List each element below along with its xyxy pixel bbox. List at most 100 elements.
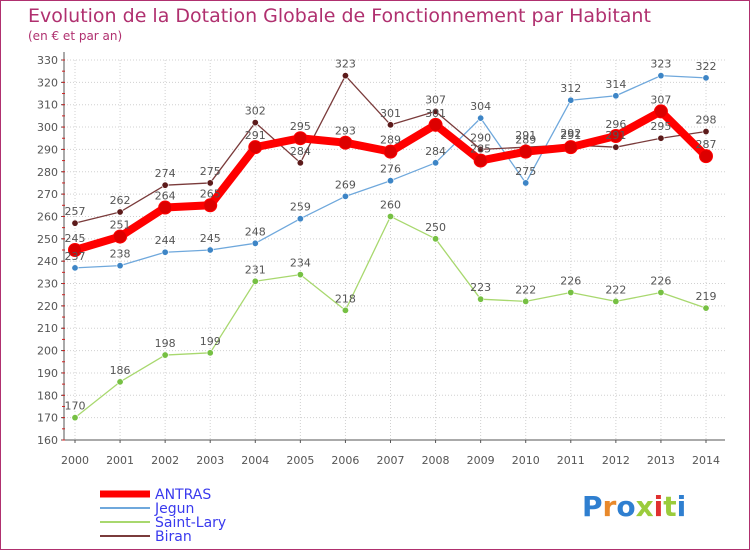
data-label-biran: 291 bbox=[605, 129, 626, 142]
x-tick-label: 2009 bbox=[467, 454, 495, 467]
data-point-antras bbox=[293, 131, 308, 146]
data-label-biran: 307 bbox=[425, 93, 446, 106]
data-point-antras bbox=[383, 144, 398, 159]
data-label-biran: 298 bbox=[696, 114, 717, 127]
data-point-antras bbox=[158, 200, 173, 215]
data-point-jegun bbox=[116, 262, 124, 270]
y-tick-label: 240 bbox=[37, 255, 58, 268]
data-point-saint-lary bbox=[116, 378, 124, 386]
data-label-antras: 296 bbox=[605, 118, 626, 131]
x-tick-label: 2006 bbox=[331, 454, 359, 467]
data-label-saint-lary: 226 bbox=[560, 274, 581, 287]
data-label-saint-lary: 231 bbox=[245, 263, 266, 276]
x-tick-label: 2001 bbox=[106, 454, 134, 467]
data-label-antras: 291 bbox=[560, 129, 581, 142]
data-point-jegun bbox=[251, 239, 259, 247]
data-label-jegun: 244 bbox=[155, 234, 176, 247]
data-label-saint-lary: 219 bbox=[696, 290, 717, 303]
data-label-biran: 290 bbox=[470, 131, 491, 144]
data-label-jegun: 304 bbox=[470, 100, 491, 113]
data-label-saint-lary: 186 bbox=[110, 364, 131, 377]
data-point-antras bbox=[113, 229, 128, 244]
data-point-jegun bbox=[296, 215, 304, 223]
data-label-saint-lary: 260 bbox=[380, 198, 401, 211]
data-label-jegun: 248 bbox=[245, 225, 266, 238]
data-label-saint-lary: 226 bbox=[650, 274, 671, 287]
data-label-antras: 291 bbox=[245, 129, 266, 142]
data-point-saint-lary bbox=[522, 297, 530, 305]
data-label-jegun: 276 bbox=[380, 163, 401, 176]
logo-letter: i bbox=[654, 490, 664, 523]
chart-subtitle: (en € et par an) bbox=[28, 29, 122, 43]
data-point-biran bbox=[296, 159, 304, 167]
data-label-jegun: 322 bbox=[696, 60, 717, 73]
data-point-saint-lary bbox=[612, 297, 620, 305]
data-label-biran: 262 bbox=[110, 194, 131, 207]
data-label-biran: 301 bbox=[380, 107, 401, 120]
data-label-antras: 301 bbox=[425, 107, 446, 120]
data-label-biran: 292 bbox=[560, 127, 581, 140]
data-point-jegun bbox=[702, 74, 710, 82]
data-point-biran bbox=[116, 208, 124, 216]
legend-label-antras: ANTRAS bbox=[155, 487, 211, 503]
data-label-saint-lary: 198 bbox=[155, 337, 176, 350]
logo-text: Proxiti bbox=[582, 490, 686, 523]
data-point-jegun bbox=[657, 72, 665, 80]
data-label-biran: 323 bbox=[335, 58, 356, 71]
x-tick-label: 2014 bbox=[692, 454, 720, 467]
data-point-antras bbox=[338, 135, 353, 150]
data-label-antras: 287 bbox=[696, 138, 717, 151]
data-point-antras bbox=[68, 243, 82, 257]
y-tick-label: 260 bbox=[37, 210, 58, 223]
data-label-saint-lary: 170 bbox=[65, 400, 86, 413]
y-tick-label: 170 bbox=[37, 412, 58, 425]
data-point-saint-lary bbox=[432, 235, 440, 243]
y-tick-label: 310 bbox=[37, 99, 58, 112]
x-tick-label: 2011 bbox=[557, 454, 585, 467]
data-point-biran bbox=[161, 181, 169, 189]
data-point-jegun bbox=[522, 179, 530, 187]
data-label-jegun: 284 bbox=[425, 145, 446, 158]
data-point-biran bbox=[612, 143, 620, 151]
data-label-biran: 284 bbox=[290, 145, 311, 158]
data-point-jegun bbox=[161, 248, 169, 256]
data-label-saint-lary: 222 bbox=[605, 283, 626, 296]
data-point-saint-lary bbox=[251, 277, 259, 285]
x-tick-label: 2003 bbox=[196, 454, 224, 467]
y-tick-label: 160 bbox=[37, 434, 58, 447]
proxiti-logo: Proxiti bbox=[582, 490, 686, 523]
logo-letter: o bbox=[616, 490, 635, 523]
logo-letter: P bbox=[582, 490, 603, 523]
y-tick-label: 300 bbox=[37, 121, 58, 134]
logo-letter: i bbox=[677, 490, 687, 523]
axis-layer: 160 170 180 190 200 210 220 230 240 250 260 270 280 2… bbox=[37, 52, 725, 467]
data-point-saint-lary bbox=[206, 349, 214, 357]
y-tick-label: 180 bbox=[37, 389, 58, 402]
data-label-saint-lary: 222 bbox=[515, 283, 536, 296]
data-label-jegun: 275 bbox=[515, 165, 536, 178]
data-label-layer: 237 238 244 245 248 259 269 276 284 304 275 312 314 3… bbox=[65, 58, 717, 413]
data-label-antras: 307 bbox=[650, 93, 671, 106]
data-point-saint-lary bbox=[296, 271, 304, 279]
data-point-antras bbox=[248, 140, 263, 155]
logo-letter: t bbox=[663, 490, 676, 523]
data-point-jegun bbox=[567, 96, 575, 104]
data-point-antras bbox=[473, 153, 488, 168]
data-label-antras: 293 bbox=[335, 125, 356, 138]
data-point-antras bbox=[699, 149, 713, 164]
data-point-saint-lary bbox=[161, 351, 169, 359]
data-point-antras bbox=[608, 129, 623, 143]
data-label-biran: 257 bbox=[65, 205, 86, 218]
data-point-saint-lary bbox=[341, 306, 349, 314]
data-label-jegun: 314 bbox=[605, 78, 626, 91]
y-tick-label: 320 bbox=[37, 76, 58, 89]
data-point-biran bbox=[386, 121, 394, 129]
data-point-antras bbox=[518, 144, 533, 159]
data-label-jegun: 269 bbox=[335, 178, 356, 191]
data-label-antras: 264 bbox=[155, 190, 176, 203]
legend-label-biran: Biran bbox=[155, 529, 192, 545]
data-point-saint-lary bbox=[386, 212, 394, 220]
data-point-biran bbox=[702, 128, 710, 136]
